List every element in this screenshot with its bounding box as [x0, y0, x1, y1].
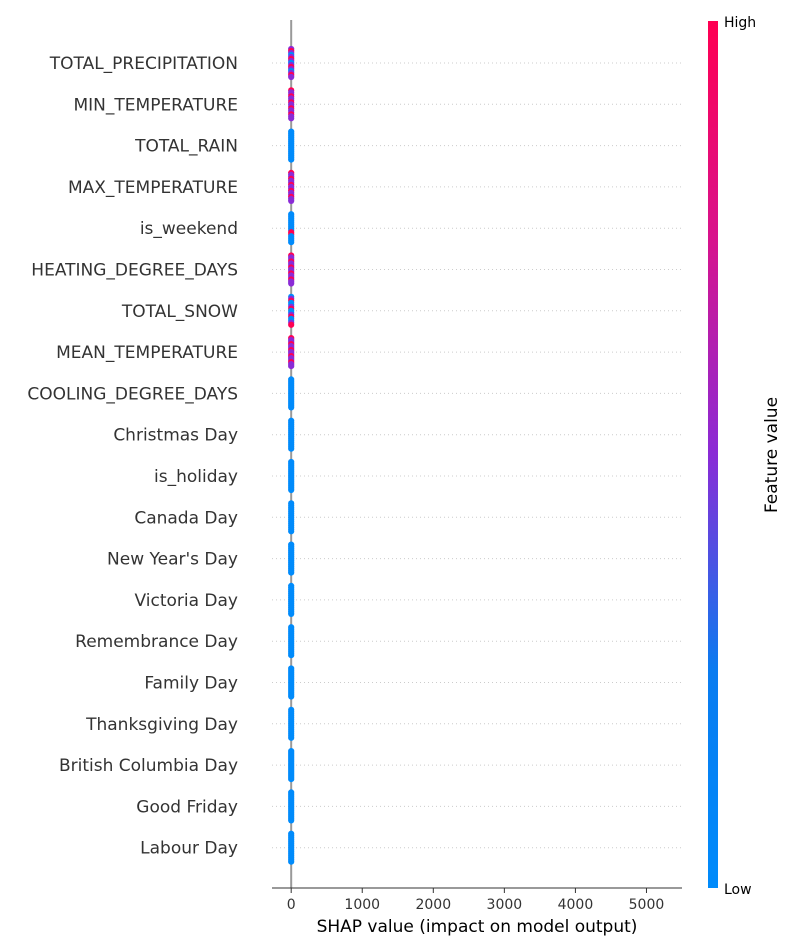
x-axis-title: SHAP value (impact on model output) — [317, 917, 638, 937]
shap-point — [288, 817, 295, 824]
x-tick-label: 5000 — [629, 897, 665, 913]
x-tick-label: 4000 — [558, 897, 594, 913]
shap-point — [288, 569, 295, 576]
colorbar-title: Feature value — [762, 397, 782, 513]
feature-label: Labour Day — [140, 839, 238, 859]
shap-point — [288, 858, 295, 865]
x-tick-label: 2000 — [415, 897, 451, 913]
points-layer — [288, 45, 295, 865]
shap-point — [288, 197, 295, 204]
feature-label: Christmas Day — [113, 426, 238, 446]
shap-point — [288, 486, 295, 494]
shap-point — [288, 445, 295, 452]
shap-point — [288, 734, 295, 741]
feature-label: TOTAL_SNOW — [121, 302, 238, 322]
feature-label: Canada Day — [134, 508, 238, 528]
feature-label: COOLING_DEGREE_DAYS — [27, 384, 238, 404]
colorbar — [708, 21, 718, 888]
shap-point — [288, 610, 295, 618]
shap-point — [288, 239, 295, 246]
feature-labels: TOTAL_PRECIPITATION MIN_TEMPERATURE TOTAL_… — [27, 54, 238, 859]
feature-label: is_holiday — [154, 467, 238, 487]
feature-label: MAX_TEMPERATURE — [68, 178, 238, 198]
shap-point — [288, 528, 295, 535]
feature-label: TOTAL_RAIN — [134, 137, 238, 157]
colorbar-low-label: Low — [724, 882, 752, 898]
feature-label: Family Day — [144, 674, 238, 694]
x-tick-label: 3000 — [487, 897, 523, 913]
feature-label: MEAN_TEMPERATURE — [56, 343, 238, 363]
shap-point — [288, 156, 295, 163]
feature-label: is_weekend — [140, 219, 238, 239]
feature-label: Thanksgiving Day — [85, 715, 238, 735]
feature-label: Victoria Day — [135, 591, 239, 611]
feature-label: Remembrance Day — [75, 632, 238, 652]
feature-label: Good Friday — [136, 797, 238, 817]
shap-point — [288, 280, 295, 287]
feature-label: British Columbia Day — [59, 756, 238, 776]
shap-point — [288, 73, 295, 81]
x-ticks: 0 1000 2000 3000 4000 5000 — [287, 888, 665, 913]
shap-point — [288, 693, 295, 700]
shap-point — [288, 404, 295, 411]
feature-label: HEATING_DEGREE_DAYS — [31, 261, 238, 281]
x-tick-label: 1000 — [344, 897, 380, 913]
shap-point — [288, 776, 295, 783]
feature-label: TOTAL_PRECIPITATION — [49, 54, 238, 74]
feature-label: MIN_TEMPERATURE — [74, 95, 239, 115]
colorbar-high-label: High — [724, 15, 756, 31]
shap-point — [288, 363, 295, 370]
shap-point — [288, 115, 295, 122]
row-gridlines — [272, 62, 682, 849]
shap-point — [288, 652, 295, 659]
x-tick-label: 0 — [287, 897, 296, 913]
shap-point — [288, 321, 295, 328]
feature-label: New Year's Day — [107, 550, 238, 570]
